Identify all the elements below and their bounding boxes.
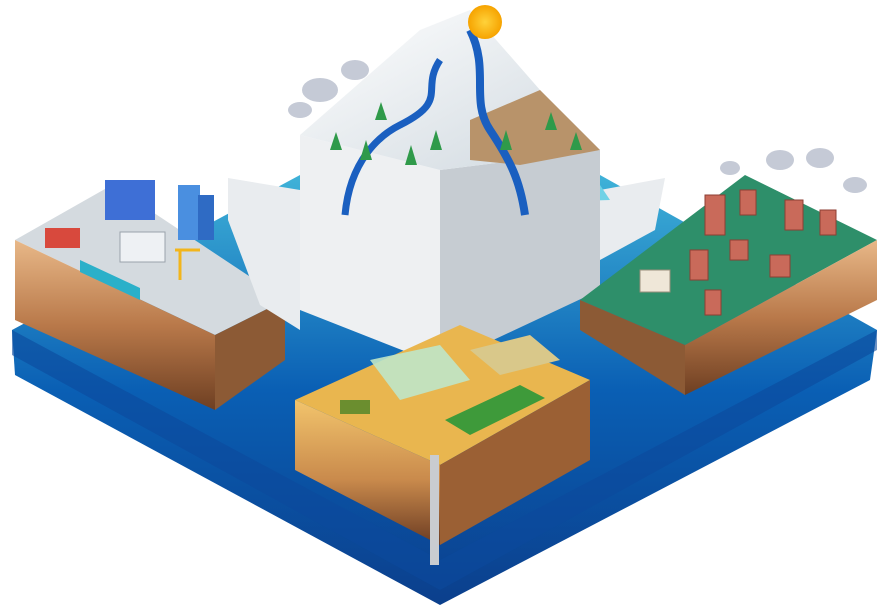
office-building [105,180,155,220]
school [639,269,671,293]
orchard [445,385,545,435]
greenhouse [370,345,470,400]
tower [178,185,200,240]
river [341,58,443,216]
tower [198,195,214,240]
crop-field [340,400,370,414]
river [466,28,529,216]
factory [119,231,166,263]
well-pipe [430,455,439,565]
dam-wall-left [228,178,300,330]
clouds [288,60,867,193]
pasture [470,335,560,375]
houses [689,189,837,316]
city-soil [685,240,877,395]
industry-soil-front [15,240,215,410]
sun [468,5,502,39]
mountain-front-left [300,135,440,365]
farm-soil-front [295,400,440,545]
forest [330,102,582,165]
dam-wall-right [600,178,665,260]
cranes [175,248,307,290]
mountain-front-right [440,150,600,365]
city-soil-side [580,300,685,395]
farm-soil-side [440,380,590,545]
warehouse [45,228,80,248]
industry-soil-side [215,300,285,410]
industry-canal [80,260,140,300]
